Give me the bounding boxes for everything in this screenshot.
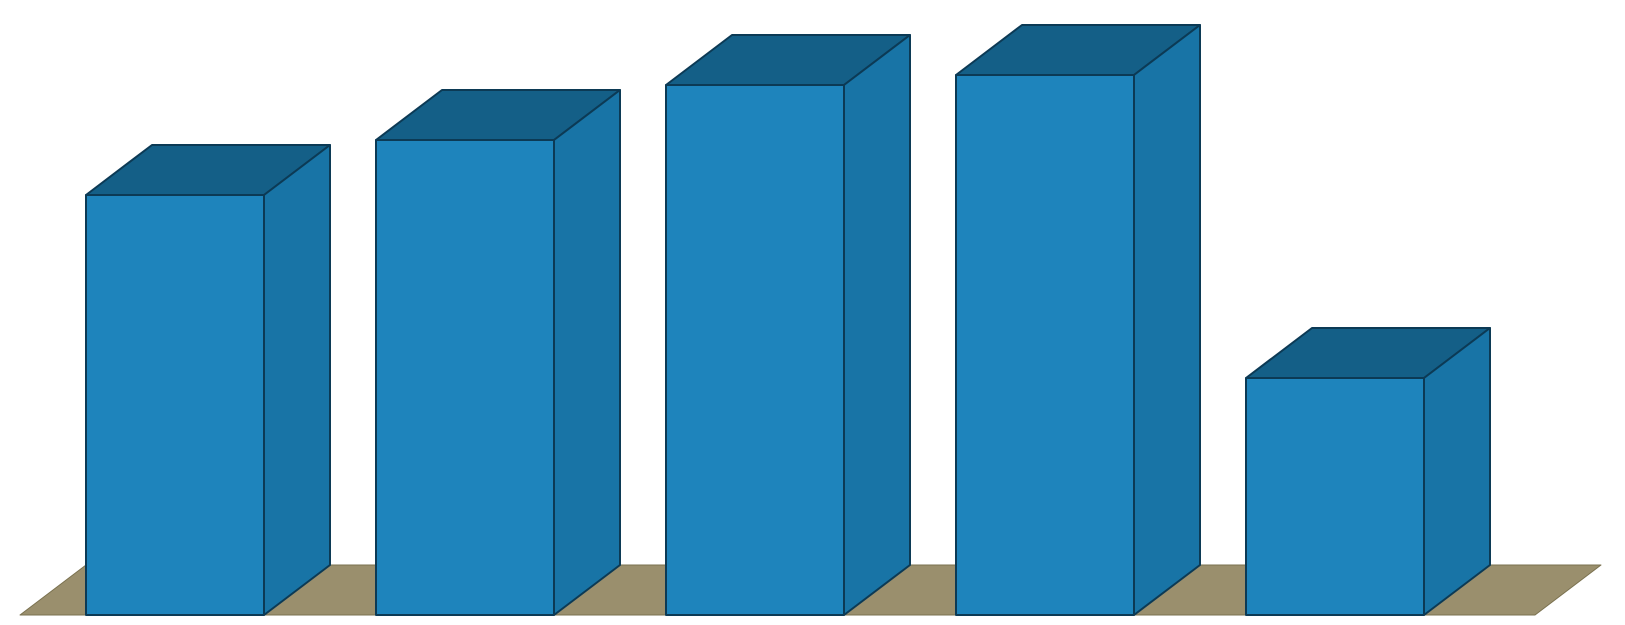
bar-4-front: [1246, 378, 1424, 615]
bar-chart-3d: [0, 0, 1625, 625]
bar-3-front: [956, 75, 1134, 615]
bar-3: [956, 25, 1200, 615]
bar-0-side: [264, 145, 330, 615]
bar-0: [86, 145, 330, 615]
bar-1-side: [554, 90, 620, 615]
bar-2-front: [666, 85, 844, 615]
bar-0-front: [86, 195, 264, 615]
bar-4: [1246, 328, 1490, 615]
bar-1-front: [376, 140, 554, 615]
bar-3-side: [1134, 25, 1200, 615]
bar-2-side: [844, 35, 910, 615]
bar-1: [376, 90, 620, 615]
bar-2: [666, 35, 910, 615]
bar-4-side: [1424, 328, 1490, 615]
